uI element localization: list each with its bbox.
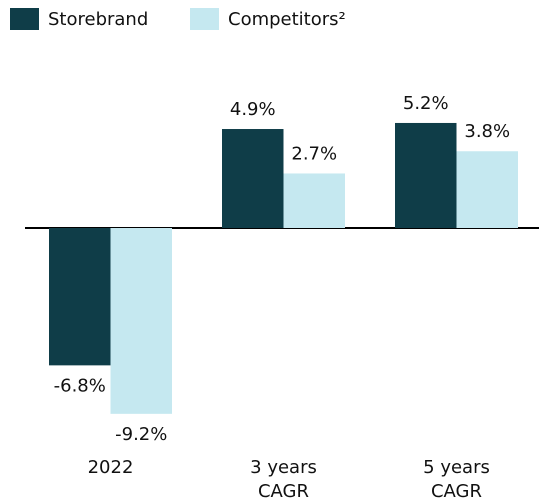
bar (456, 151, 518, 228)
bar (283, 173, 345, 228)
legend-label: Competitors² (228, 9, 346, 30)
value-label: 2.7% (291, 143, 337, 164)
bar (49, 228, 111, 366)
category-label: 3 years CAGR (250, 457, 317, 502)
value-label: -6.8% (54, 375, 106, 396)
legend-label: Storebrand (48, 9, 148, 30)
bar (395, 122, 457, 228)
value-label: 4.9% (230, 99, 276, 120)
bar (110, 228, 172, 414)
category-label: 2022 (87, 457, 134, 478)
legend-swatch (10, 8, 39, 30)
value-label: 3.8% (464, 121, 510, 142)
bar (222, 129, 284, 228)
legend-swatch (190, 8, 219, 30)
value-label: 5.2% (403, 93, 449, 114)
category-label: 5 years CAGR (423, 457, 490, 502)
value-label: -9.2% (115, 424, 167, 445)
